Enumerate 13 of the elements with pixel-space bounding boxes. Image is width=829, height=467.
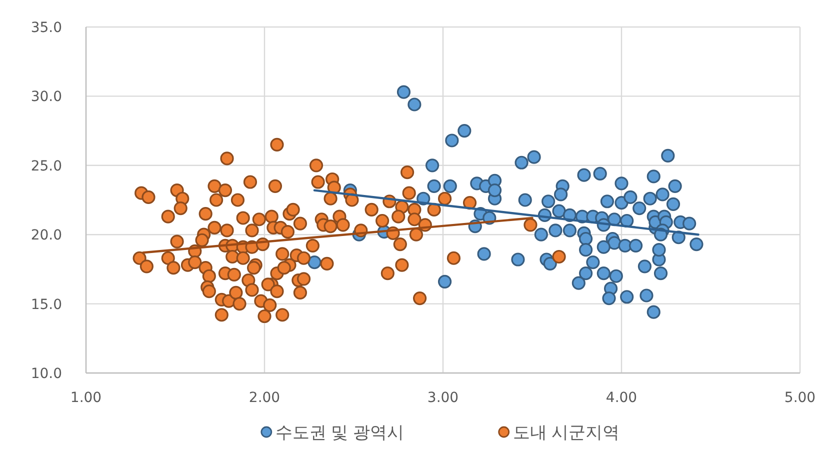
- legend-label: 수도권 및 광역시: [275, 423, 404, 442]
- y-tick-label: 30.0: [30, 89, 62, 106]
- y-tick-label: 20.0: [30, 228, 62, 244]
- y-tick-label: 35.0: [30, 20, 62, 36]
- x-tick-label: 5.00: [784, 390, 816, 406]
- x-tick-label: 4.00: [606, 390, 638, 406]
- x-tick-label: 3.00: [427, 390, 459, 406]
- x-tick-label: 2.00: [248, 390, 280, 406]
- y-tick-label: 25.0: [30, 158, 62, 174]
- x-tick-label: 1.00: [70, 390, 102, 406]
- y-tick-label: 10.0: [30, 366, 62, 382]
- y-tick-label: 15.0: [30, 296, 62, 313]
- legend-label: 도내 시군지역: [512, 423, 620, 442]
